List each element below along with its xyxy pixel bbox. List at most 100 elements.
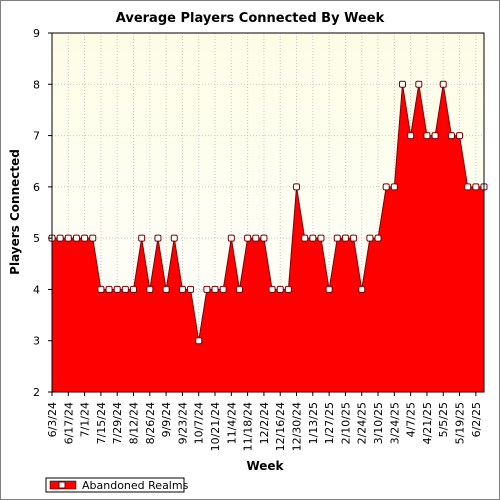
x-tick-label: 11/4/24 — [225, 402, 238, 444]
data-point — [130, 285, 138, 293]
x-tick-label: 8/26/24 — [144, 402, 157, 444]
x-tick-label: 1/27/25 — [323, 402, 336, 444]
x-tick-label: 6/17/24 — [62, 402, 75, 444]
x-tick-label: 9/9/24 — [160, 402, 173, 437]
data-point — [398, 80, 406, 88]
data-point — [439, 80, 447, 88]
data-point — [350, 234, 358, 242]
x-tick-label: 4/21/25 — [421, 402, 434, 444]
legend-marker — [58, 481, 66, 489]
x-tick-label: 7/29/24 — [111, 402, 124, 444]
y-tick-label: 9 — [33, 27, 40, 40]
x-tick-label: 5/5/25 — [437, 402, 450, 437]
x-tick-label: 7/15/24 — [95, 402, 108, 444]
data-point — [472, 183, 480, 191]
x-tick-label: 2/10/25 — [339, 402, 352, 444]
data-point — [203, 285, 211, 293]
data-point — [325, 285, 333, 293]
data-point — [81, 234, 89, 242]
data-point — [244, 234, 252, 242]
data-point — [415, 80, 423, 88]
data-point — [374, 234, 382, 242]
x-tick-label: 1/13/25 — [307, 402, 320, 444]
data-point — [154, 234, 162, 242]
data-point — [178, 285, 186, 293]
data-point — [293, 183, 301, 191]
x-axis-label: Week — [246, 459, 284, 473]
data-point — [382, 183, 390, 191]
x-tick-label: 5/19/25 — [454, 402, 467, 444]
y-tick-label: 3 — [33, 335, 40, 348]
y-tick-label: 7 — [33, 130, 40, 143]
legend-box — [45, 477, 185, 493]
data-point — [423, 132, 431, 140]
data-point — [97, 285, 105, 293]
data-point — [301, 234, 309, 242]
x-tick-label: 8/12/24 — [128, 402, 141, 444]
data-point — [333, 234, 341, 242]
data-point — [219, 285, 227, 293]
data-point — [260, 234, 268, 242]
data-point — [56, 234, 64, 242]
data-point — [431, 132, 439, 140]
data-point — [390, 183, 398, 191]
x-tick-label: 6/2/25 — [470, 402, 483, 437]
y-axis-ticks: 2 3 4 5 6 7 8 9 — [33, 27, 52, 399]
x-tick-label: 3/24/25 — [388, 402, 401, 444]
data-point — [121, 285, 129, 293]
data-point — [170, 234, 178, 242]
data-point — [268, 285, 276, 293]
data-point — [447, 132, 455, 140]
x-axis-ticks: 6/3/24 6/17/24 7/1/24 7/15/24 7/29/24 8/12/24… — [46, 392, 483, 451]
data-point — [113, 285, 121, 293]
data-point — [72, 234, 80, 242]
x-tick-label: 12/16/24 — [274, 402, 287, 451]
data-point — [341, 234, 349, 242]
data-point — [146, 285, 154, 293]
data-point — [162, 285, 170, 293]
data-point — [138, 234, 146, 242]
x-tick-label: 9/23/24 — [176, 402, 189, 444]
data-point — [195, 337, 203, 345]
data-point — [252, 234, 260, 242]
x-tick-label: 6/3/24 — [46, 402, 59, 437]
y-tick-label: 5 — [33, 232, 40, 245]
data-point — [464, 183, 472, 191]
data-point — [366, 234, 374, 242]
legend-label: Abandoned Realms — [82, 479, 189, 492]
y-tick-label: 2 — [33, 386, 40, 399]
x-tick-label: 12/30/24 — [291, 402, 304, 451]
chart-title: Average Players Connected By Week — [116, 11, 385, 26]
y-tick-label: 8 — [33, 78, 40, 91]
x-tick-label: 10/21/24 — [209, 402, 222, 451]
x-tick-label: 10/7/24 — [193, 402, 206, 444]
series-area — [52, 84, 484, 392]
y-tick-label: 6 — [33, 181, 40, 194]
y-axis-label: Players Connected — [8, 149, 22, 275]
data-point — [456, 132, 464, 140]
data-point — [276, 285, 284, 293]
data-point — [105, 285, 113, 293]
x-tick-label: 11/18/24 — [242, 402, 255, 451]
x-tick-label: 12/2/24 — [258, 402, 271, 444]
x-tick-label: 3/10/25 — [372, 402, 385, 444]
data-point — [227, 234, 235, 242]
x-tick-label: 4/7/25 — [405, 402, 418, 437]
y-tick-label: 4 — [33, 283, 40, 296]
data-point — [317, 234, 325, 242]
plot-border — [51, 32, 485, 393]
data-point — [64, 234, 72, 242]
legend: Abandoned Realms — [45, 477, 189, 493]
series-layer — [48, 80, 488, 392]
data-point — [187, 285, 195, 293]
x-tick-label: 2/24/25 — [356, 402, 369, 444]
data-point — [284, 285, 292, 293]
data-point — [358, 285, 366, 293]
data-point — [309, 234, 317, 242]
data-point — [211, 285, 219, 293]
data-point — [407, 132, 415, 140]
x-tick-label: 7/1/24 — [79, 402, 92, 437]
data-point — [89, 234, 97, 242]
data-point — [235, 285, 243, 293]
